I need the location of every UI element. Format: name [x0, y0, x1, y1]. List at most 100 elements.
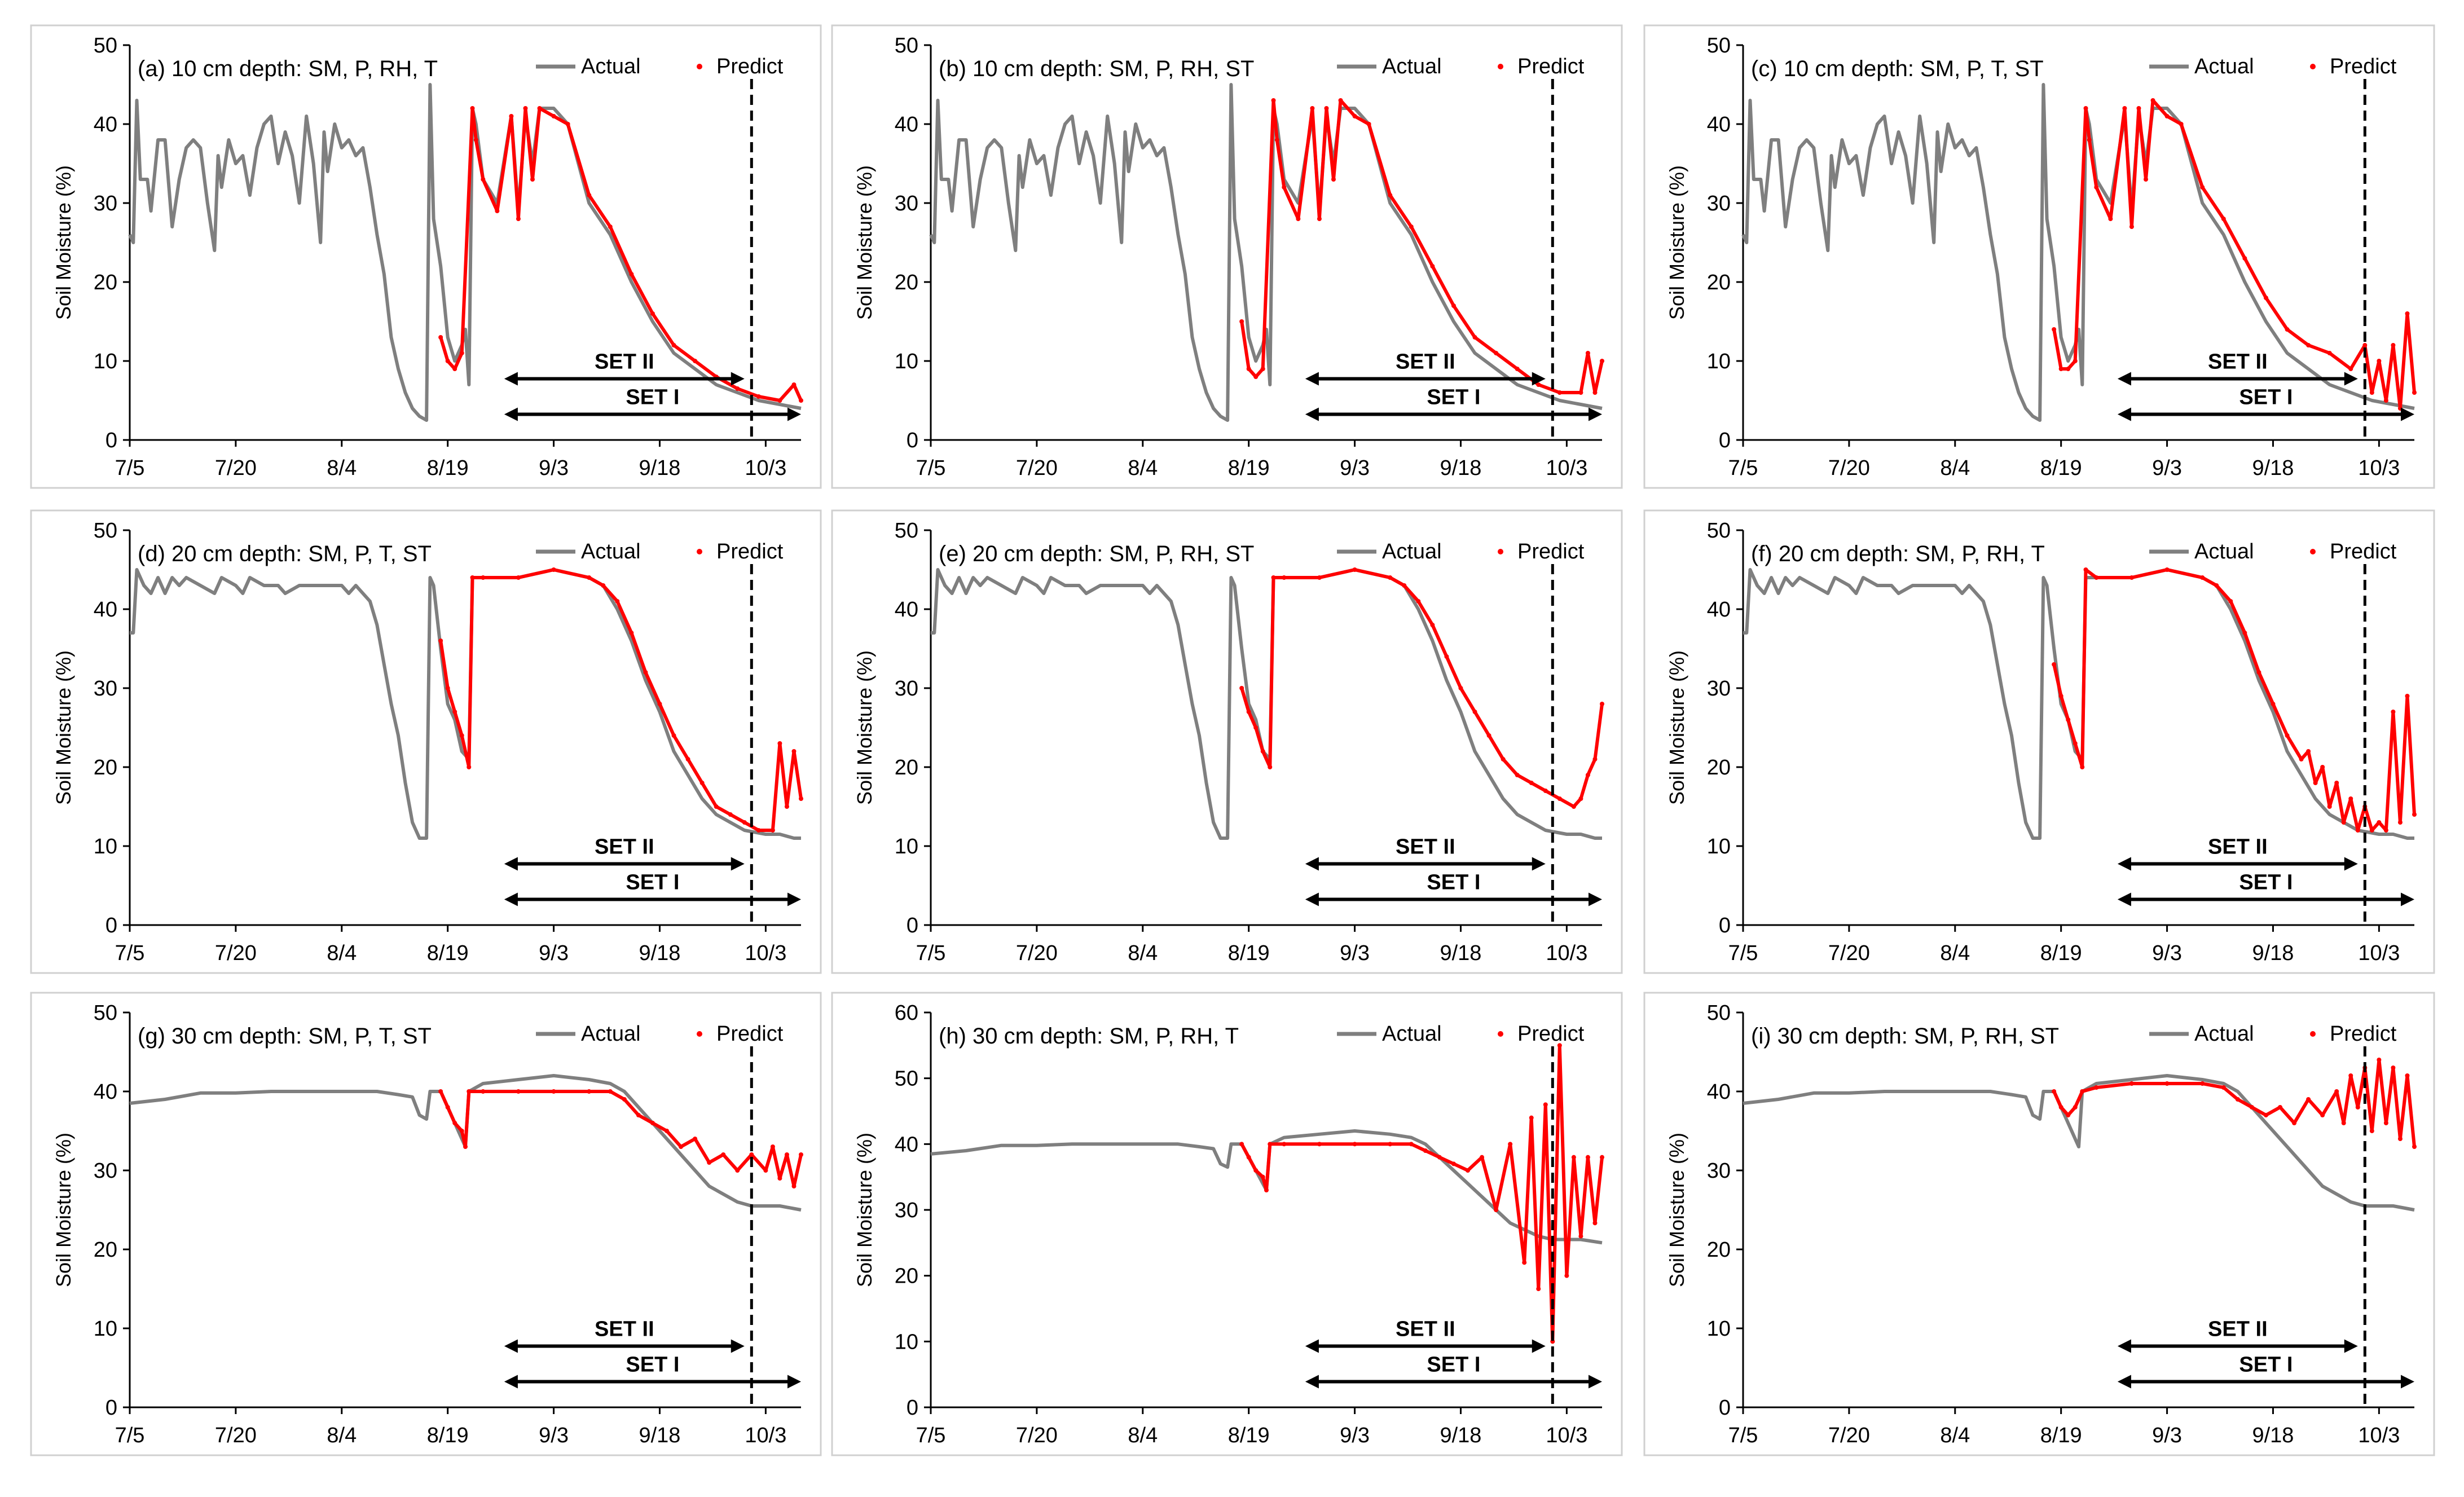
predict-point [1515, 773, 1520, 777]
x-tick-label: 10/3 [2358, 456, 2400, 480]
chart-title: (i) 30 cm depth: SM, P, RH, ST [1751, 1024, 2059, 1049]
predict-point [1529, 1115, 1534, 1120]
set2-arrow-left-head [2117, 1339, 2131, 1353]
x-tick-label: 9/3 [539, 456, 569, 480]
predict-point [2052, 662, 2057, 667]
x-tick-label: 7/5 [916, 1424, 946, 1447]
predict-point [2129, 1081, 2134, 1086]
chart-title: (h) 30 cm depth: SM, P, RH, T [939, 1024, 1239, 1049]
chart-panel-a: 0 10 20 30 40 50 7/5 7/20 8/4 8/19 9/3 9/18 10/3 Soil… [30, 24, 822, 489]
set2-label: SET II [1396, 835, 1455, 859]
series-predict-line [2052, 1058, 2416, 1147]
predict-point [601, 583, 606, 588]
legend-predict-swatch [2310, 64, 2316, 69]
predict-point [1508, 1142, 1513, 1147]
chart-title: (f) 20 cm depth: SM, P, RH, T [1751, 541, 2045, 566]
legend-predict-label: Predict [1517, 540, 1585, 563]
y-tick-label: 0 [1719, 429, 1731, 452]
set1-arrow-left-head [504, 407, 518, 421]
predict-point [699, 781, 705, 785]
predict-point [1352, 114, 1357, 118]
x-tick-label: 10/3 [2358, 1424, 2400, 1447]
y-tick-label: 0 [1719, 1396, 1731, 1420]
predict-point [452, 1121, 457, 1125]
set1-arrow-left-head [1305, 892, 1319, 906]
x-tick-label: 9/3 [1340, 1424, 1370, 1447]
predict-point [2066, 717, 2071, 722]
y-tick-label: 0 [907, 1396, 918, 1420]
predict-point [1600, 1155, 1604, 1160]
y-tick-label: 50 [94, 1001, 117, 1025]
predict-point [2306, 343, 2311, 347]
predict-point [2150, 98, 2155, 103]
predict-point [537, 106, 542, 111]
predict-point [2334, 1089, 2339, 1094]
predict-point [2083, 106, 2088, 111]
y-tick-label: 40 [895, 598, 918, 622]
y-tick-label: 30 [895, 677, 918, 701]
legend-actual-label: Actual [581, 1022, 641, 1046]
predict-point [1571, 1155, 1576, 1160]
y-tick-label: 30 [1707, 677, 1731, 701]
y-tick-label: 20 [895, 271, 918, 294]
x-tick-label: 8/4 [1128, 456, 1158, 480]
x-tick-label: 7/5 [115, 941, 145, 965]
predict-point [799, 796, 803, 801]
predict-point [2129, 224, 2134, 229]
x-tick-label: 9/3 [539, 1424, 569, 1447]
chart-title: (a) 10 cm depth: SM, P, RH, T [138, 56, 438, 81]
y-tick-label: 0 [907, 914, 918, 937]
legend-predict-swatch [1498, 549, 1503, 554]
predict-point [1543, 1102, 1548, 1107]
set2-arrow-right-head [2344, 1339, 2358, 1353]
predict-point [1409, 1142, 1414, 1147]
y-tick-label: 40 [94, 113, 117, 137]
predict-point [1310, 106, 1315, 111]
y-tick-label: 0 [105, 914, 117, 937]
y-tick-label: 40 [94, 598, 117, 622]
legend-predict-label: Predict [2330, 540, 2397, 563]
predict-point [1437, 1155, 1442, 1160]
y-tick-label: 10 [1707, 1317, 1731, 1341]
x-tick-label: 10/3 [2358, 941, 2400, 965]
panel-border [1643, 992, 2435, 1456]
predict-point [1494, 1208, 1499, 1212]
set2-arrow-left-head [1305, 1339, 1319, 1353]
predict-point [2058, 1105, 2063, 1109]
predict-point [1317, 1142, 1322, 1147]
predict-point [1472, 710, 1477, 714]
panel-border [1643, 509, 2435, 974]
predict-point [2299, 757, 2304, 761]
predict-point [2285, 327, 2290, 332]
predict-point [2200, 575, 2205, 580]
predict-point [1246, 367, 1251, 371]
predict-point [2164, 567, 2170, 572]
set2-label: SET II [2208, 835, 2268, 859]
predict-point [629, 272, 634, 276]
y-tick-label: 50 [1707, 519, 1731, 543]
predict-point [791, 1184, 797, 1188]
set2-arrow-right-head [731, 1339, 745, 1353]
set2-arrow-right-head [1532, 1339, 1546, 1353]
x-tick-label: 8/4 [1940, 941, 1970, 965]
predict-point [467, 1089, 472, 1094]
predict-point [438, 639, 443, 643]
set2-arrow-right-head [731, 372, 745, 386]
predict-point [2397, 1137, 2403, 1141]
predict-point [1578, 796, 1583, 801]
set1-arrow-right-head [787, 892, 801, 906]
predict-point [2052, 1089, 2057, 1094]
predict-point [2377, 359, 2382, 363]
predict-point [481, 177, 486, 182]
predict-point [2369, 390, 2374, 395]
y-tick-label: 20 [94, 756, 117, 780]
predict-point [2129, 575, 2134, 580]
set1-arrow-right-head [787, 1375, 801, 1389]
predict-point [1260, 1174, 1265, 1179]
predict-point [459, 351, 464, 355]
legend-actual-label: Actual [581, 540, 641, 563]
y-tick-label: 20 [94, 1238, 117, 1262]
y-axis-label: Soil Moisture (%) [52, 165, 75, 320]
set2-label: SET II [595, 350, 654, 374]
predict-point [2320, 1113, 2325, 1117]
